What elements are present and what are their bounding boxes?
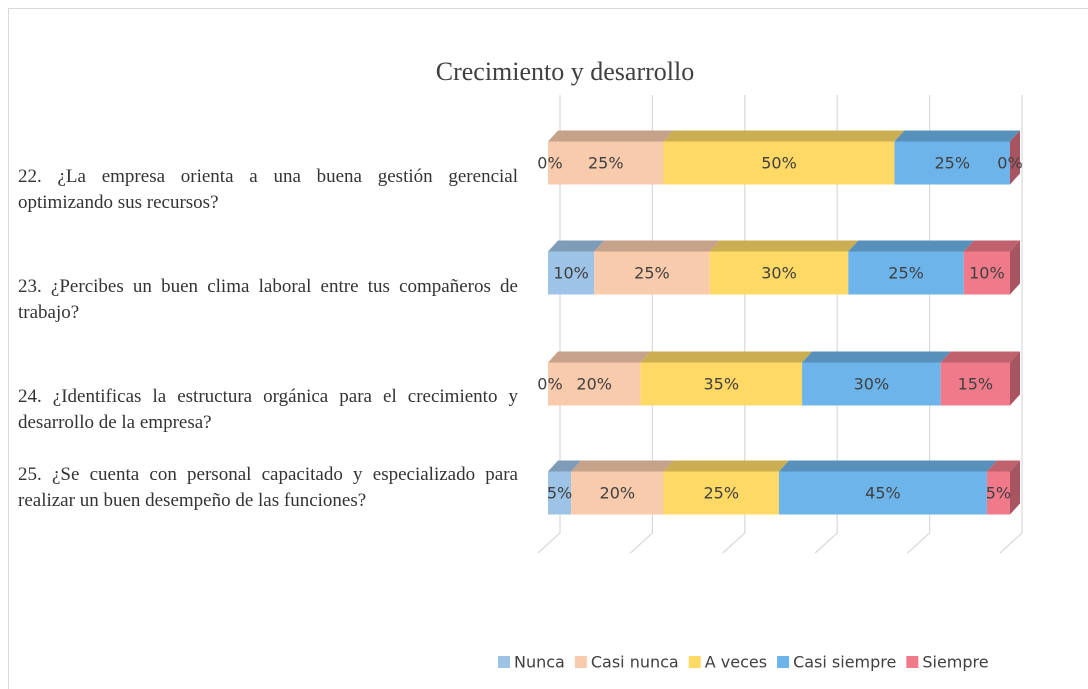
bar-segment bbox=[663, 141, 895, 185]
legend-swatch bbox=[498, 656, 510, 668]
legend-swatch bbox=[574, 656, 587, 668]
category-label: 23. ¿Percibes un buen clima laboral entr… bbox=[18, 276, 518, 323]
chart-title: Crecimiento y desarrollo bbox=[436, 57, 694, 86]
bar-top bbox=[779, 460, 997, 472]
bar-top bbox=[940, 351, 1020, 363]
bar-segment bbox=[594, 251, 710, 295]
bar-top bbox=[663, 460, 789, 472]
legend-label: A veces bbox=[705, 653, 767, 672]
data-label: 25% bbox=[888, 264, 924, 283]
bar-top bbox=[894, 130, 1020, 142]
category-label: 24. ¿Identificas la estructura orgánica … bbox=[18, 386, 518, 433]
data-label: 35% bbox=[703, 375, 739, 394]
chart-border bbox=[8, 8, 1088, 689]
grid-line bbox=[999, 95, 1023, 554]
bar-segment bbox=[640, 362, 803, 406]
data-label: 50% bbox=[761, 154, 797, 173]
legend-label: Nunca bbox=[514, 653, 565, 672]
bar-side bbox=[1010, 240, 1020, 295]
data-label: 20% bbox=[576, 375, 612, 394]
bar-segment bbox=[548, 141, 664, 185]
data-label: 5% bbox=[986, 484, 1011, 503]
category-label: 22. ¿La empresa orienta a una buena gest… bbox=[18, 166, 518, 213]
bar-side bbox=[1010, 130, 1020, 185]
data-label: 10% bbox=[553, 264, 589, 283]
bar-top bbox=[663, 130, 905, 142]
bar-segment bbox=[548, 251, 595, 295]
legend-label: Siempre bbox=[922, 653, 988, 672]
bar-top bbox=[640, 351, 813, 363]
legend-swatch bbox=[688, 656, 701, 668]
bar-segment bbox=[571, 471, 664, 515]
bar-top bbox=[986, 460, 1020, 472]
bar-top bbox=[594, 240, 720, 252]
data-label: 10% bbox=[969, 264, 1005, 283]
legend-label: Casi siempre bbox=[793, 653, 896, 672]
bar-side bbox=[1010, 351, 1020, 406]
bar-segment bbox=[709, 251, 849, 295]
data-label: 30% bbox=[854, 375, 890, 394]
bar-segment bbox=[779, 471, 987, 515]
bar-top bbox=[848, 240, 974, 252]
category-label: 25. ¿Se cuenta con personal capacitado y… bbox=[18, 464, 518, 511]
data-label: 5% bbox=[547, 484, 572, 503]
bar-segment bbox=[663, 471, 779, 515]
bar-segment bbox=[848, 251, 964, 295]
bar-segment bbox=[802, 362, 941, 406]
data-label: 0% bbox=[537, 375, 562, 394]
legend-swatch bbox=[777, 656, 790, 668]
legend-label: Casi nunca bbox=[591, 653, 679, 672]
data-label: 30% bbox=[761, 264, 797, 283]
bar-segment bbox=[940, 362, 1010, 406]
bar-top bbox=[709, 240, 859, 252]
data-label: 25% bbox=[588, 154, 624, 173]
data-label: 0% bbox=[997, 154, 1022, 173]
bar-segment bbox=[548, 471, 572, 515]
bar-top bbox=[548, 240, 605, 252]
bar-top bbox=[963, 240, 1020, 252]
data-label: 0% bbox=[537, 154, 562, 173]
bar-segment bbox=[963, 251, 1010, 295]
bar-segment bbox=[986, 471, 1010, 515]
bar-top bbox=[548, 130, 674, 142]
bar-side bbox=[1010, 460, 1020, 515]
bar-top bbox=[548, 460, 582, 472]
bar-top bbox=[571, 460, 674, 472]
data-label: 25% bbox=[634, 264, 670, 283]
data-label: 25% bbox=[934, 154, 970, 173]
data-label: 15% bbox=[958, 375, 994, 394]
data-label: 25% bbox=[703, 484, 739, 503]
bar-top bbox=[548, 351, 651, 363]
bar-segment bbox=[548, 362, 641, 406]
data-label: 20% bbox=[600, 484, 636, 503]
data-label: 45% bbox=[865, 484, 901, 503]
legend-swatch bbox=[906, 656, 919, 668]
bar-segment bbox=[894, 141, 1010, 185]
bar-top bbox=[802, 351, 951, 363]
